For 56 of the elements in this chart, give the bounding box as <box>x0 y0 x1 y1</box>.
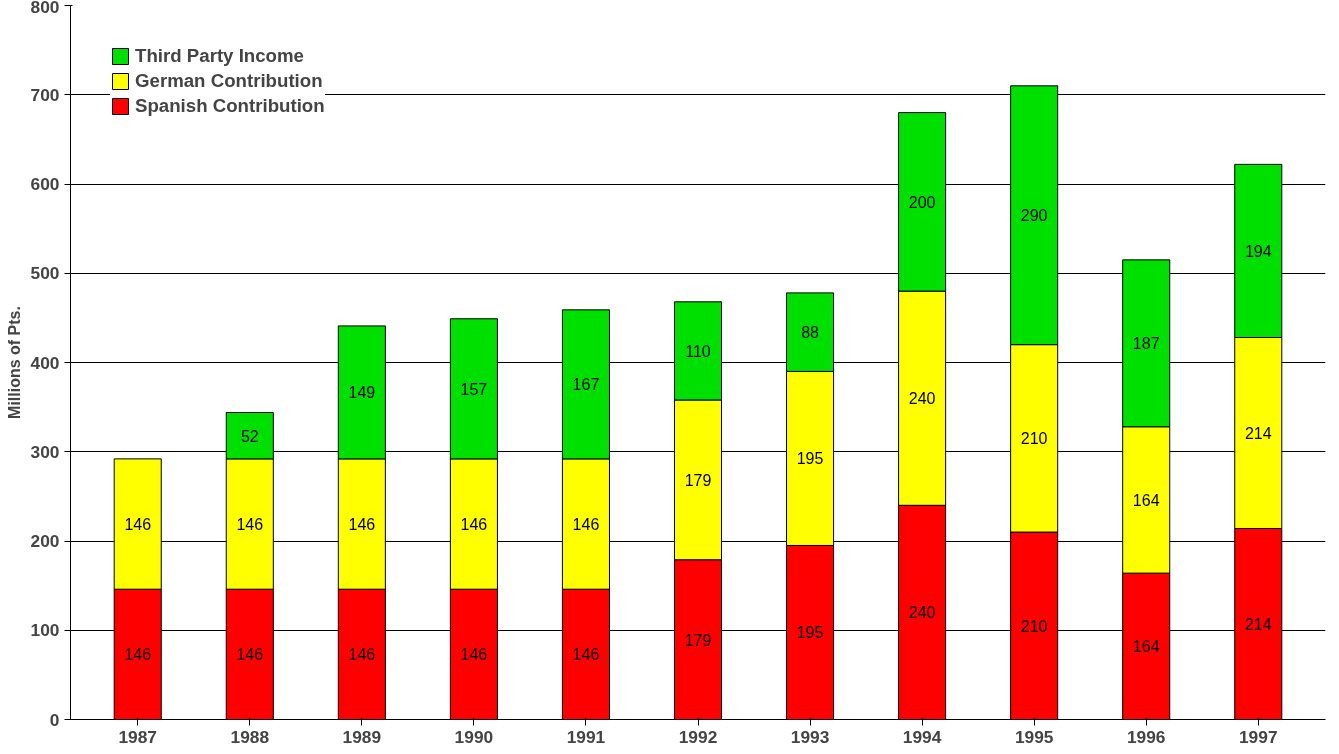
data-label: 179 <box>684 631 712 649</box>
data-label: 200 <box>908 193 936 211</box>
data-label: 187 <box>1132 335 1160 353</box>
data-label: 157 <box>460 380 488 398</box>
data-label: 146 <box>460 646 488 664</box>
y-tick-label: 400 <box>30 352 60 373</box>
data-label: 164 <box>1132 491 1160 509</box>
data-label: 146 <box>124 516 152 534</box>
y-tick-label: 800 <box>30 0 60 17</box>
x-tick-label: 1996 <box>1126 726 1166 747</box>
data-label: 195 <box>796 450 824 468</box>
data-label: 240 <box>908 604 936 622</box>
y-tick-label: 200 <box>30 531 60 551</box>
data-label: 290 <box>1020 207 1048 225</box>
y-tick-label: 0 <box>49 709 60 730</box>
data-label: 214 <box>1244 425 1272 443</box>
data-label: 146 <box>572 516 600 534</box>
data-label: 146 <box>460 516 488 534</box>
y-tick-label: 700 <box>30 84 60 105</box>
data-label: 195 <box>796 624 824 642</box>
data-label: 210 <box>1020 430 1048 448</box>
data-label: 146 <box>236 516 264 534</box>
legend-label: German Contribution <box>135 70 323 92</box>
x-tick-label: 1991 <box>566 726 606 747</box>
data-label: 179 <box>684 471 712 489</box>
data-label: 146 <box>572 646 600 664</box>
data-label: 194 <box>1244 242 1272 260</box>
data-label: 110 <box>685 342 711 360</box>
data-label: 167 <box>572 376 600 394</box>
x-tick-label: 1993 <box>790 726 830 747</box>
data-label: 210 <box>1020 617 1048 635</box>
y-tick-label: 100 <box>30 620 60 641</box>
data-label: 240 <box>908 390 936 408</box>
data-label: 52 <box>240 427 259 445</box>
x-tick-label: 1990 <box>454 726 494 747</box>
y-tick-label: 600 <box>30 174 60 194</box>
y-tick-label: 300 <box>30 441 60 462</box>
x-tick-label: 1995 <box>1014 726 1054 747</box>
data-label: 146 <box>348 646 376 664</box>
legend-label: Spanish Contribution <box>135 95 325 117</box>
y-axis-title: Millions of Pts. <box>5 306 23 419</box>
x-tick-label: 1992 <box>678 726 718 747</box>
y-tick-label: 500 <box>30 263 60 284</box>
data-label: 146 <box>236 646 264 664</box>
x-tick-label: 1987 <box>118 726 158 747</box>
x-tick-label: 1997 <box>1238 726 1278 747</box>
x-tick-label: 1988 <box>230 726 270 747</box>
data-label: 164 <box>1132 638 1160 656</box>
legend-label: Third Party Income <box>135 45 304 67</box>
x-tick-label: 1994 <box>902 726 942 747</box>
data-label: 214 <box>1244 616 1272 633</box>
data-label: 149 <box>348 384 376 402</box>
x-tick-label: 1989 <box>342 726 382 747</box>
data-label: 146 <box>348 516 376 534</box>
data-label: 88 <box>801 324 820 342</box>
data-label: 146 <box>124 646 152 664</box>
